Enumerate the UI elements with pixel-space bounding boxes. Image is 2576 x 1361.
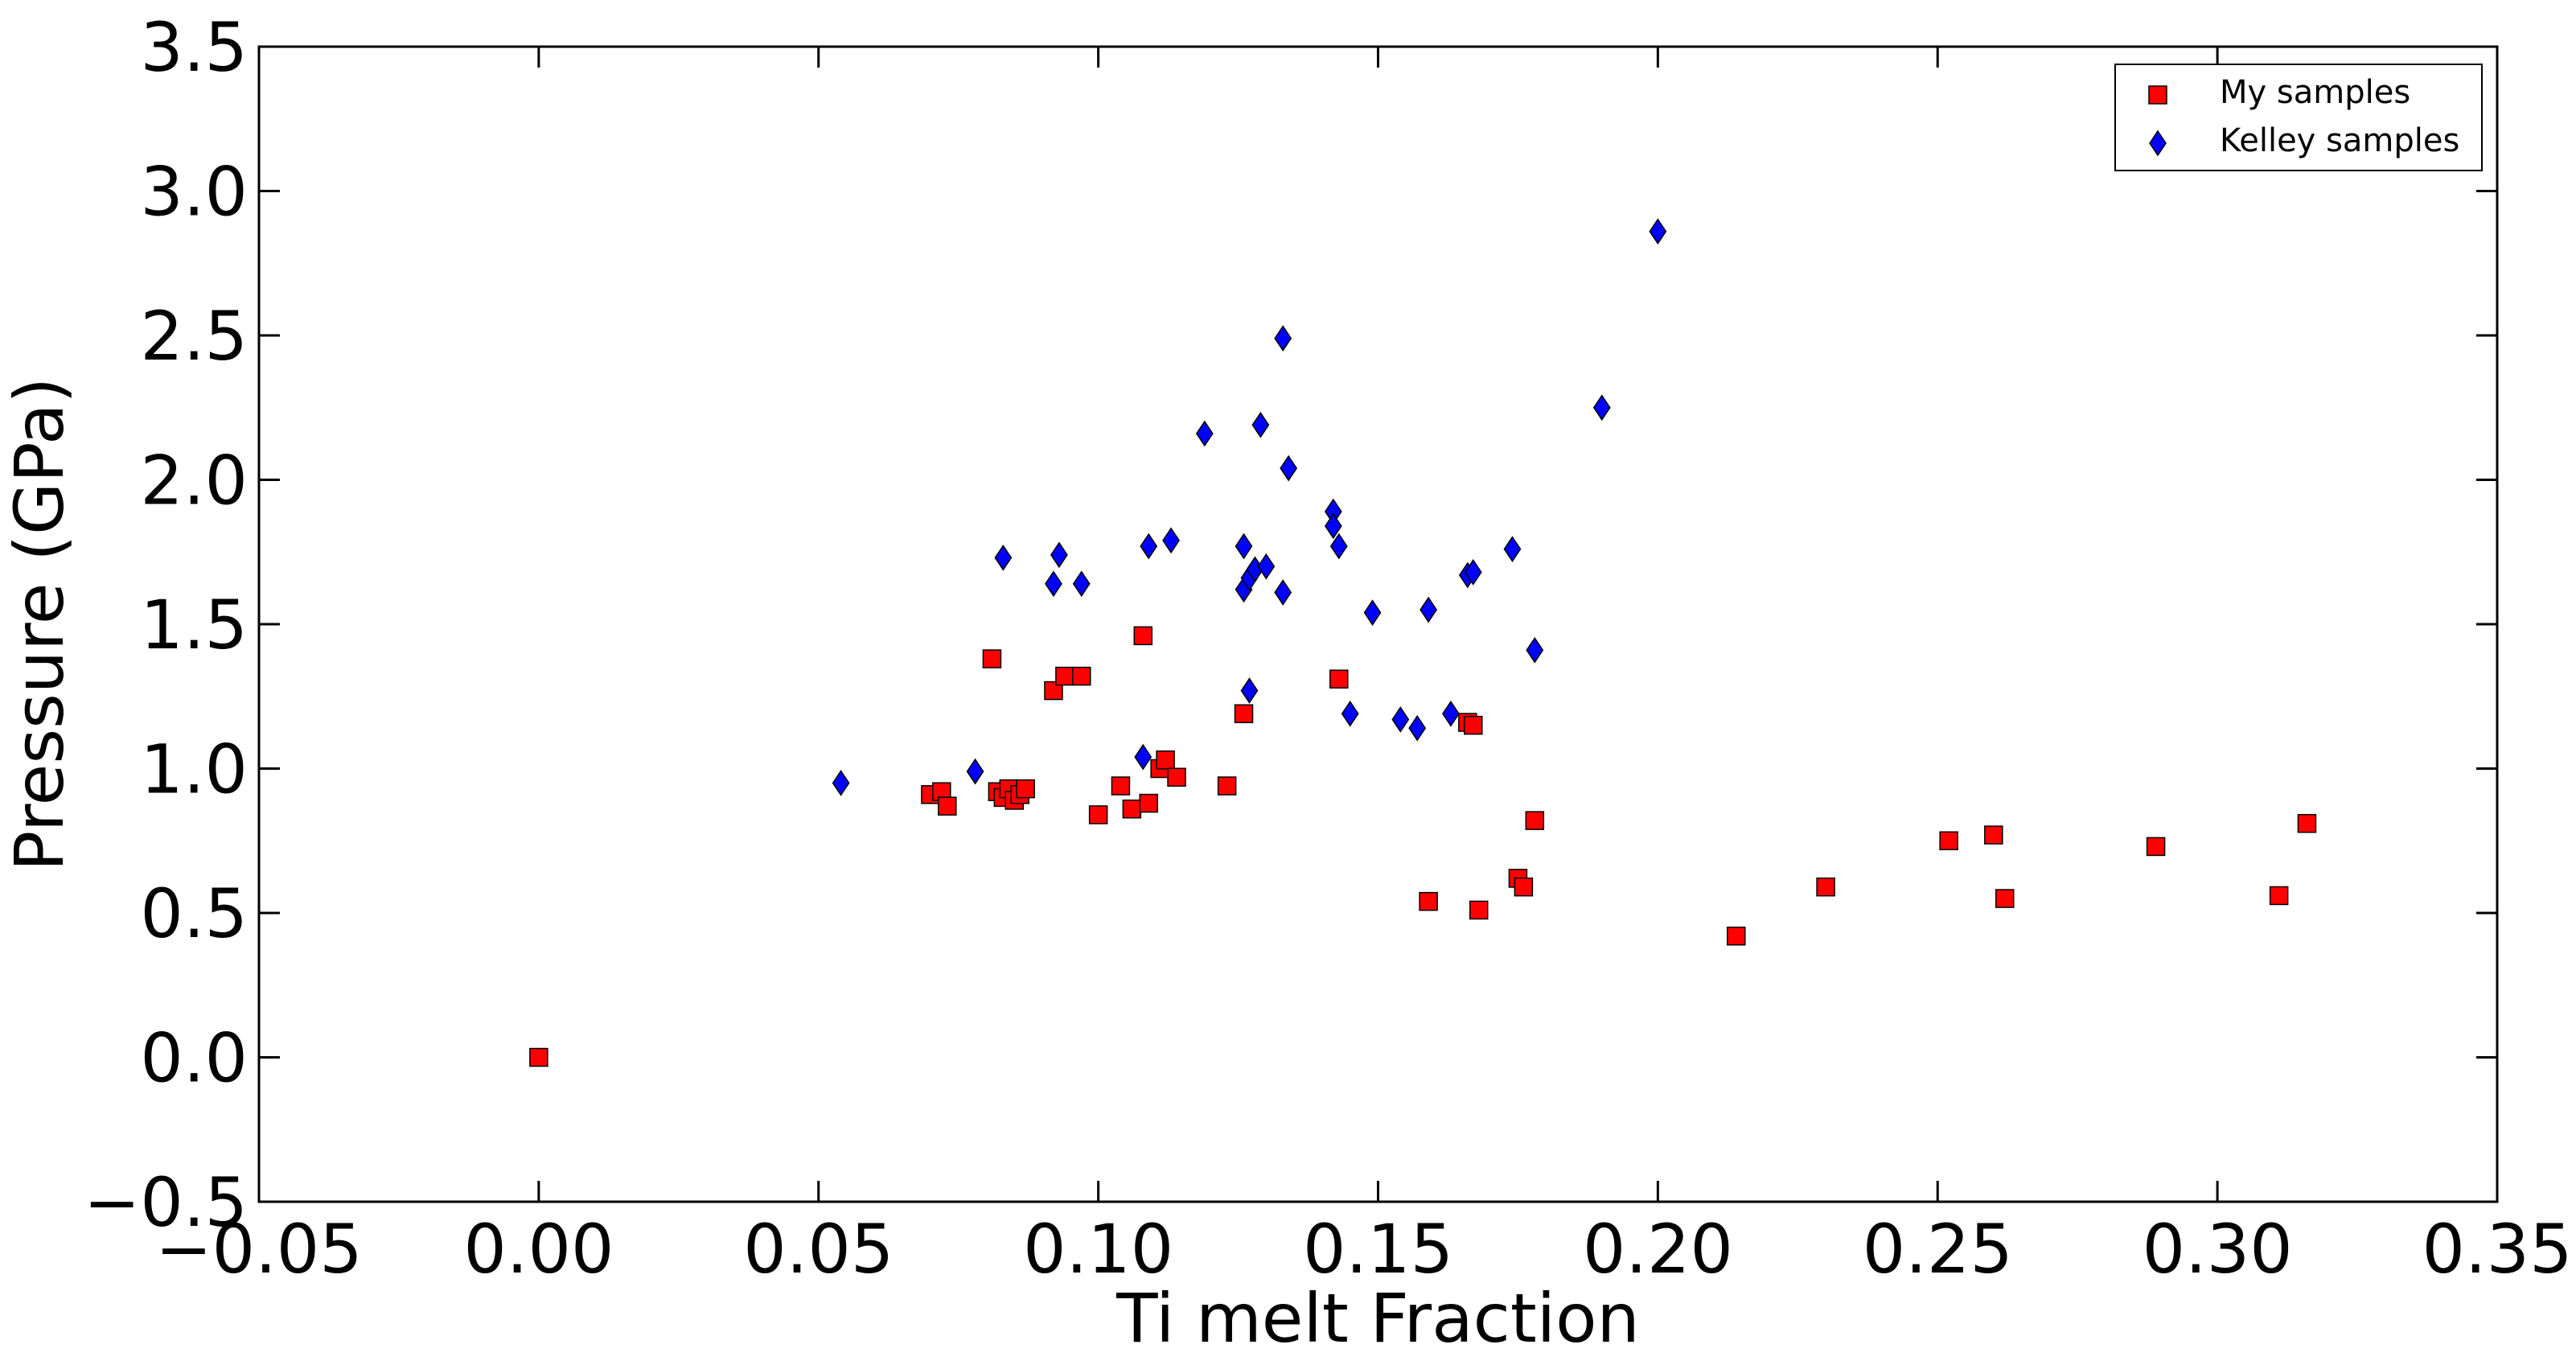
my-samples-point — [1111, 776, 1131, 796]
kelley-samples-point — [966, 758, 984, 785]
kelley-samples-point — [1592, 394, 1611, 421]
y-tick-label: 0.0 — [140, 1019, 248, 1098]
data-markers — [529, 218, 2317, 1067]
my-samples-point — [2269, 886, 2289, 906]
my-samples-point — [1133, 626, 1153, 646]
legend-diamond-marker — [2149, 130, 2167, 157]
kelley-samples-point — [1649, 218, 1667, 245]
kelley-samples-point — [994, 545, 1013, 571]
my-samples-point — [2297, 813, 2317, 833]
legend-marker-kelley-samples — [2149, 130, 2167, 157]
kelley-samples-point — [1442, 700, 1460, 727]
axis-ticks — [257, 45, 2499, 1203]
kelley-samples-point — [1162, 527, 1180, 554]
x-tick-label: 0.30 — [2143, 1210, 2293, 1289]
my-samples-point — [1984, 825, 2003, 845]
kelley-samples-point — [1134, 743, 1152, 771]
kelley-samples-point — [1324, 512, 1342, 540]
my-samples-point — [1217, 776, 1237, 796]
legend-label-kelley-samples: Kelley samples — [2220, 122, 2459, 159]
kelley-samples-point — [1329, 532, 1348, 560]
my-samples-point — [1016, 779, 1035, 799]
my-samples-point — [1122, 800, 1142, 819]
my-samples-point — [1055, 666, 1074, 686]
kelley-samples-point — [1419, 596, 1438, 623]
kelley-samples-point — [1503, 536, 1522, 563]
axis-tick-labels: −0.05 0.00 0.05 0.10 0.15 0.20 0.25 0.30 0.35 −0.… — [84, 8, 2573, 1289]
kelley-samples-point — [1363, 599, 1382, 626]
legend-marker-my-samples — [2148, 85, 2167, 105]
kelley-samples-point — [1274, 325, 1292, 352]
legend-square-marker — [2148, 85, 2167, 105]
kelley-samples-point — [1251, 411, 1270, 438]
plot-area — [257, 45, 2499, 1203]
kelley-samples-point — [1391, 706, 1410, 733]
my-samples-point — [1044, 680, 1063, 701]
y-tick-label: 2.0 — [140, 442, 248, 520]
my-samples-point — [982, 649, 1002, 668]
kelley-samples-point — [1235, 532, 1253, 560]
x-tick-label: 0.25 — [1863, 1210, 2013, 1289]
my-samples-point — [1329, 669, 1349, 689]
my-samples-point — [1939, 831, 1958, 850]
x-tick-label: 0.00 — [463, 1210, 614, 1289]
my-samples-point — [1995, 889, 2015, 908]
y-tick-label: −0.5 — [84, 1163, 248, 1242]
kelley-samples-point — [1045, 570, 1062, 598]
x-tick-label: 0.35 — [2422, 1210, 2572, 1289]
y-axis-label: Pressure (GPa) — [0, 377, 79, 871]
legend: My samples Kelley samples — [2114, 64, 2483, 171]
kelley-samples-point — [1526, 636, 1544, 664]
y-tick-label: 1.0 — [140, 730, 248, 809]
kelley-samples-point — [1195, 420, 1214, 447]
my-samples-point — [1072, 666, 1091, 686]
my-samples-point — [1525, 811, 1545, 830]
my-samples-point — [1419, 891, 1438, 911]
my-samples-point — [938, 796, 957, 816]
my-samples-point — [1234, 704, 1254, 724]
kelley-samples-point — [1140, 532, 1158, 560]
my-samples-point — [529, 1047, 548, 1067]
x-axis-label: Ti melt Fraction — [1115, 1279, 1640, 1358]
my-samples-point — [1156, 750, 1175, 770]
legend-box — [2114, 64, 2483, 171]
kelley-samples-point — [1050, 541, 1068, 569]
my-samples-point — [1816, 877, 1835, 897]
my-samples-point — [2146, 837, 2166, 857]
my-samples-point — [1167, 767, 1186, 787]
kelley-samples-point — [1280, 454, 1298, 482]
y-tick-label: 0.5 — [140, 874, 248, 953]
kelley-samples-point — [1257, 553, 1276, 580]
kelley-samples-point — [1341, 700, 1359, 727]
my-samples-point — [1514, 877, 1534, 897]
kelley-samples-point — [1464, 559, 1482, 586]
y-tick-label: 2.5 — [140, 297, 248, 376]
y-tick-label: 3.0 — [140, 153, 248, 232]
my-samples-point — [1727, 926, 1746, 946]
x-tick-label: 0.05 — [743, 1210, 894, 1289]
kelley-samples-point — [1408, 714, 1427, 742]
x-tick-label: 0.20 — [1583, 1210, 1733, 1289]
plot-border — [257, 45, 2499, 1203]
my-samples-point — [1088, 805, 1108, 824]
x-tick-label: −0.05 — [155, 1210, 362, 1289]
kelley-samples-point — [1274, 579, 1292, 606]
y-tick-label: 3.5 — [140, 8, 248, 87]
my-samples-point — [1464, 715, 1483, 735]
kelley-samples-point — [832, 770, 850, 796]
x-tick-label: 0.10 — [1023, 1210, 1173, 1289]
y-tick-label: 1.5 — [140, 586, 248, 664]
x-tick-label: 0.15 — [1303, 1210, 1453, 1289]
legend-label-my-samples: My samples — [2220, 74, 2410, 111]
my-samples-point — [1139, 793, 1158, 813]
kelley-samples-point — [1240, 677, 1259, 704]
my-samples-point — [1469, 900, 1489, 920]
kelley-samples-point — [1072, 570, 1091, 598]
